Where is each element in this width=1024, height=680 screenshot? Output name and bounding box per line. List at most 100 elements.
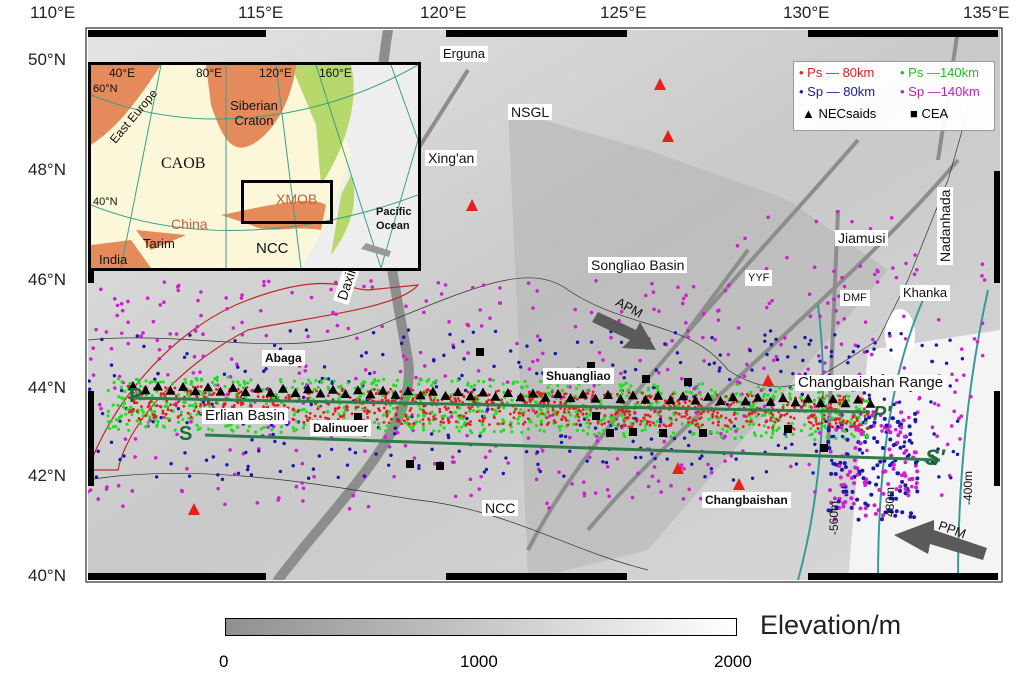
sp140-point [294,484,299,489]
sp80-point [225,463,229,467]
ps140-point [129,405,133,409]
sp-point [913,463,918,468]
lon-tick: 135°E [963,3,1010,22]
sp140-point [836,321,840,325]
ps140-point [404,381,408,385]
sp80-point [568,449,572,453]
sp140-point [239,296,244,300]
ps140-point [502,406,506,410]
sp-point [837,463,842,468]
ps140-point [575,428,579,432]
borders [87,109,969,571]
sp140-point [709,470,714,475]
sp80-point [779,369,783,374]
ps140-point [828,416,832,421]
ps140-point [501,382,505,386]
ps140-point [302,423,307,427]
sp140-point [615,457,620,461]
sp80-point [717,369,721,373]
ps140-point [813,437,817,442]
sp140-point [133,455,137,459]
ps140-point [788,392,792,396]
lat-tick: 50°N [28,50,66,69]
sp140-point [972,337,977,341]
sp140-point [449,414,454,419]
sp80-point [563,434,568,439]
sp140-point [691,284,696,289]
ps140-point [421,414,425,418]
ps140-point [377,422,381,426]
sp80-point [278,347,283,351]
sp80-point [803,372,807,376]
sp140-point [595,439,600,443]
sp80-point [769,342,774,347]
sp80-point [686,443,691,448]
sp140-point [657,309,661,313]
sp140-point [145,296,150,301]
sp80-point [272,343,277,348]
sp80-point [169,462,173,466]
ps140-point [225,424,229,428]
sp80-point [929,400,933,404]
ps140-point [772,423,776,427]
ps140-point [391,406,396,411]
sp-point [906,493,911,498]
sp80-point [803,335,807,340]
ps140-point [684,390,688,394]
sp80-point [732,424,737,428]
lon-tick: 120°E [420,3,467,22]
ps140-point [136,378,140,382]
ps140-point [803,423,807,427]
sp140-point [868,226,873,231]
ps140-point [516,417,520,421]
sp140-point [893,427,898,432]
sp140-point [99,406,103,411]
sp-point [891,466,896,471]
sp80-point [472,387,476,392]
ps140-point [358,394,363,398]
sp80-point [524,449,529,454]
sp140-point [228,375,233,379]
sp80-point [236,365,240,369]
ps140-point [292,379,297,383]
ps140-point [864,421,868,425]
sp80-point [930,454,934,458]
legend: • Ps — 80km • Ps —140km • Sp — 80km • Sp… [793,61,995,131]
sp-point [899,422,904,427]
ps140-point [215,375,219,379]
ps140-point [392,422,396,427]
sp140-point [481,283,486,287]
sp-point [910,477,915,482]
sp140-point [952,409,956,414]
sp140-point [875,268,879,273]
sp140-point [638,358,642,363]
ps140-point [515,380,520,384]
sp-point [898,430,903,435]
sp140-point [594,278,598,283]
sp140-point [871,337,875,342]
sp80-point [653,456,657,461]
ps140-point [575,386,579,391]
sp140-point [189,420,193,424]
ps140-point [849,417,854,422]
sp140-point [96,497,101,501]
sp80-point [243,369,247,374]
ps140-point [735,392,739,396]
ps140-point [857,407,862,411]
ps140-point [494,411,498,415]
lat-tick: 42°N [28,466,66,485]
ps140-point [588,413,592,417]
sp140-point [824,345,828,350]
sp80-point [902,440,907,444]
sp140-point [936,317,941,322]
sp140-point [123,437,128,441]
sp80-point [538,338,542,342]
ps140-point [808,433,812,437]
legend-sp80: • Sp — 80km [799,84,876,99]
ps140-point [139,421,143,426]
ps140-point [309,381,313,385]
ps140-point [155,424,159,428]
sp140-point [605,487,610,492]
ps140-point [421,428,426,432]
sp140-point [331,310,335,315]
